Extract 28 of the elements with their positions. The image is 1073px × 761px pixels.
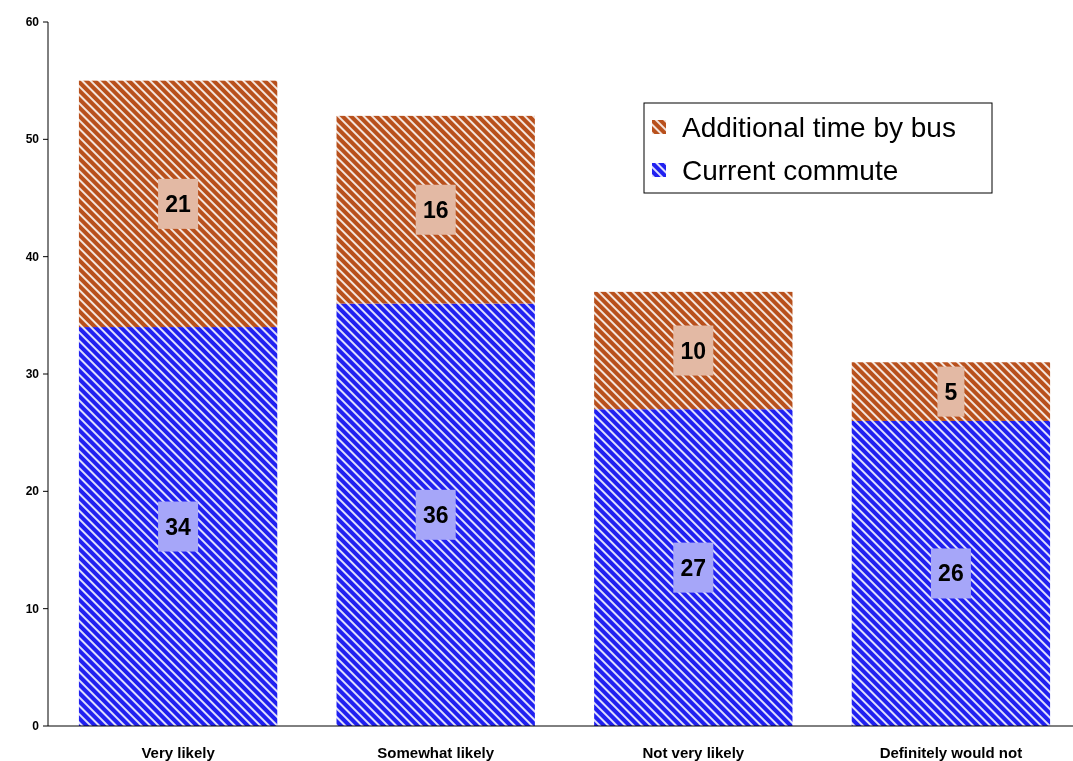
bar	[851, 420, 1051, 726]
data-label: 34	[165, 513, 192, 540]
x-tick-label: Very likely	[141, 744, 216, 761]
y-tick-label: 60	[25, 15, 40, 29]
y-tick-label: 20	[25, 484, 40, 499]
y-tick-label: 40	[25, 249, 40, 264]
y-tick-label: 30	[25, 367, 40, 381]
data-label: 27	[680, 554, 707, 581]
bar	[594, 291, 793, 410]
data-label: 16	[422, 196, 449, 223]
bar	[336, 303, 535, 726]
legend-label: Current commute	[682, 155, 899, 186]
y-tick-label: 10	[25, 601, 40, 616]
data-label: 10	[680, 337, 707, 364]
data-label: 5	[944, 378, 958, 405]
x-tick-label: Not very likely	[642, 744, 745, 761]
y-tick-label: 50	[25, 132, 40, 147]
bar	[78, 80, 278, 328]
bar	[594, 409, 793, 726]
y-tick-label: 0	[32, 719, 40, 733]
legend-label: Additional time by bus	[682, 112, 956, 143]
data-label: 21	[165, 190, 192, 217]
x-tick-label: Somewhat likely	[377, 744, 495, 761]
data-label: 36	[422, 501, 449, 528]
data-label: 26	[938, 560, 964, 587]
bar	[336, 115, 535, 304]
bar	[78, 327, 278, 726]
x-tick-label: Definitely would not	[879, 744, 1023, 761]
